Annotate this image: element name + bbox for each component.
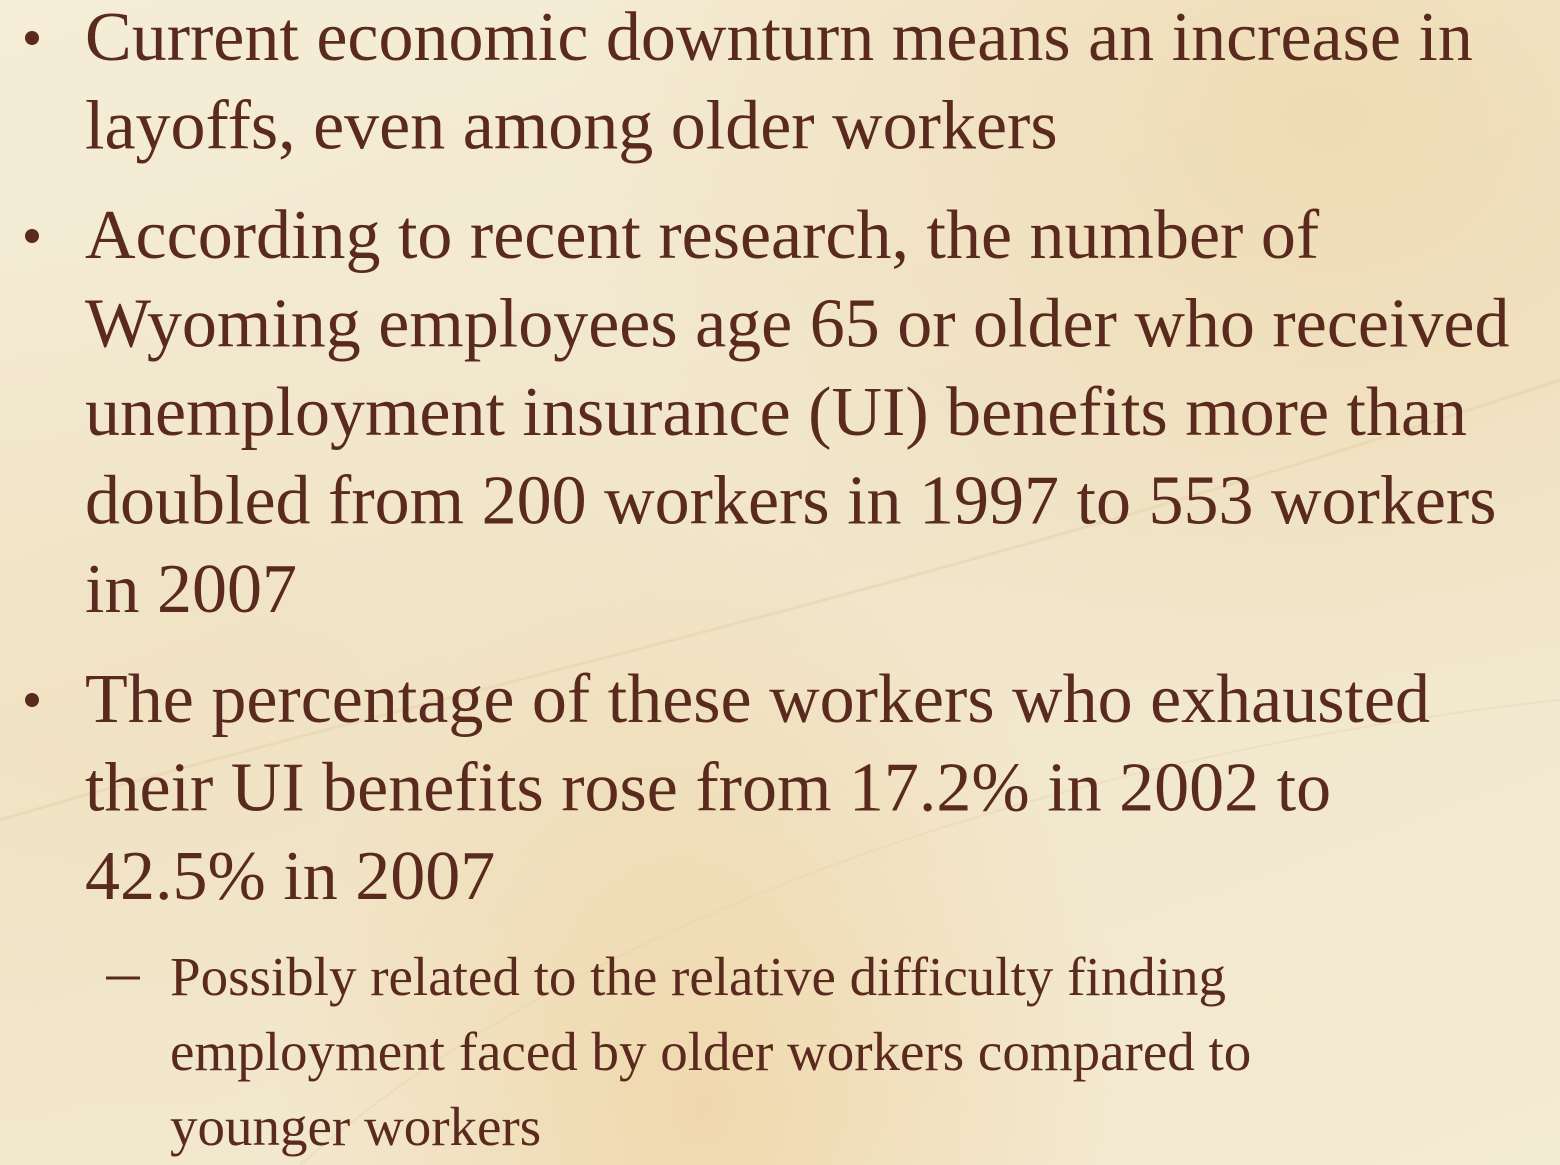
bullet-text: Current economic downturn means an incre… — [85, 0, 1473, 76]
bullet-text: The percentage of these workers who exha… — [85, 661, 1430, 738]
bullet-text: layoffs, even among older workers — [85, 88, 1058, 165]
marble-vein — [0, 378, 1560, 822]
bullet-text: their UI benefits rose from 17.2% in 200… — [85, 750, 1331, 827]
sub-bullet-text: younger workers — [170, 1096, 541, 1157]
bullet-dot — [25, 693, 39, 707]
bullet-text: 42.5% in 2007 — [85, 838, 495, 915]
bullet-dot — [25, 229, 39, 243]
bullet-text: According to recent research, the number… — [85, 197, 1320, 274]
bullet-text: doubled from 200 workers in 1997 to 553 … — [85, 463, 1496, 540]
marble-vein — [299, 699, 1560, 1165]
bullet-dot — [25, 31, 39, 45]
bullet-text: in 2007 — [85, 551, 297, 628]
sub-bullet-text: employment faced by older workers compar… — [170, 1021, 1251, 1082]
bullet-text: unemployment insurance (UI) benefits mor… — [85, 374, 1467, 451]
bullet-text: Wyoming employees age 65 or older who re… — [85, 286, 1509, 363]
sub-bullet-text: Possibly related to the relative difficu… — [170, 946, 1226, 1007]
